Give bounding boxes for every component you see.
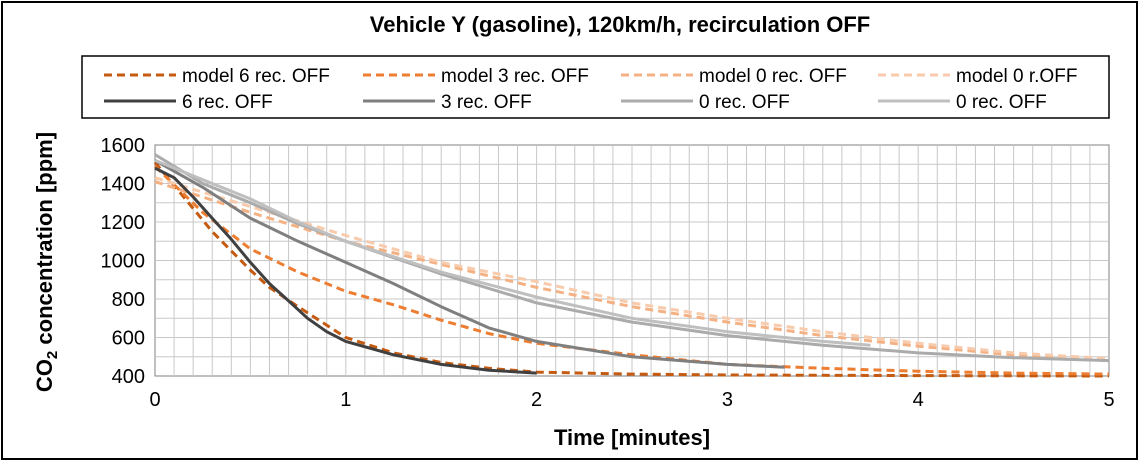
x-tick-label: 3 bbox=[722, 389, 733, 411]
y-tick-label: 1400 bbox=[101, 174, 146, 196]
gridlines bbox=[155, 145, 1109, 376]
legend: model 6 rec. OFF model 3 rec. OFF model 0 … bbox=[104, 66, 1077, 113]
chart-title: Vehicle Y (gasoline), 120km/h, recircula… bbox=[370, 12, 870, 37]
y-axis-label: CO2 concentration [ppm] bbox=[32, 132, 61, 392]
legend-box bbox=[81, 55, 1110, 119]
x-tick-label: 4 bbox=[913, 389, 924, 411]
legend-label: 0 rec. OFF bbox=[956, 92, 1047, 113]
y-tick-label: 1600 bbox=[101, 135, 146, 157]
y-tick-label: 800 bbox=[112, 289, 145, 311]
series-layer bbox=[153, 153, 1110, 378]
legend-label: 0 rec. OFF bbox=[699, 92, 790, 113]
x-tick-label: 2 bbox=[531, 389, 542, 411]
y-tick-label: 1200 bbox=[101, 212, 146, 234]
legend-label: model 0 rec. OFF bbox=[699, 66, 847, 87]
y-tick-label: 600 bbox=[112, 328, 145, 350]
legend-label: model 6 rec. OFF bbox=[182, 66, 330, 87]
series-line-7 bbox=[154, 153, 1110, 363]
x-tick-label: 0 bbox=[149, 389, 160, 411]
y-tick-label: 1000 bbox=[101, 251, 146, 273]
x-tick-label: 1 bbox=[340, 389, 351, 411]
series-line-5 bbox=[154, 166, 537, 375]
legend-label: model 0 r.OFF bbox=[956, 66, 1077, 87]
y-axis-label-subscript: 2 bbox=[44, 351, 61, 359]
y-tick-label: 400 bbox=[112, 366, 145, 388]
x-tick-label: 5 bbox=[1103, 389, 1114, 411]
y-axis-label-main: CO bbox=[32, 359, 57, 392]
y-axis-label-rest: concentration [ppm] bbox=[32, 132, 57, 351]
legend-label: 3 rec. OFF bbox=[441, 92, 532, 113]
legend-label: model 3 rec. OFF bbox=[441, 66, 589, 87]
series-line-8 bbox=[154, 159, 871, 347]
legend-label: 6 rec. OFF bbox=[182, 92, 273, 113]
series-line-2 bbox=[153, 165, 1110, 376]
x-axis-ticks: 0 1 2 3 4 5 bbox=[149, 389, 1114, 411]
series-line-1 bbox=[153, 161, 1110, 378]
y-axis-ticks: 400 600 800 1000 1200 1400 1600 bbox=[101, 135, 146, 388]
x-axis-label: Time [minutes] bbox=[554, 425, 710, 450]
series-line-6 bbox=[154, 159, 785, 369]
